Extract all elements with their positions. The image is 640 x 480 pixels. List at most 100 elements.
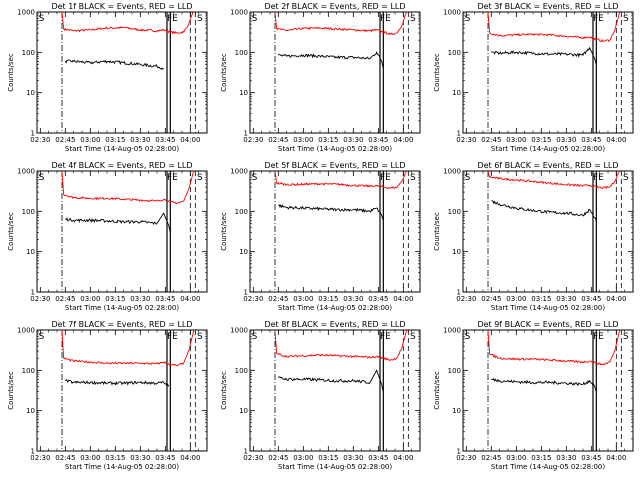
- x-tick-label: 03:00: [506, 136, 526, 144]
- x-tick-label: 03:30: [343, 295, 363, 303]
- events-series-line: [65, 212, 171, 233]
- lld-series-line: [487, 170, 621, 190]
- y-tick-label: 1: [244, 130, 248, 138]
- detector-panel: Det 7f BLACK = Events, RED = LLD 1 10 100 10…: [7, 320, 208, 471]
- x-tick-label: 02:30: [456, 295, 476, 303]
- plot-frame: [36, 11, 208, 134]
- y-tick-label: 10: [239, 407, 248, 415]
- detector-panel: Det 9f BLACK = Events, RED = LLD 1 10 100 10…: [433, 320, 634, 471]
- events-series-line: [278, 51, 384, 69]
- detector-panel: Det 4f BLACK = Events, RED = LLD 1 10 100 10…: [7, 161, 208, 312]
- x-tick-label: 02:30: [456, 454, 476, 462]
- event-marker-label: S: [410, 173, 416, 183]
- lld-series-line: [487, 329, 621, 366]
- panel-title: Det 7f BLACK = Events, RED = LLD: [51, 320, 192, 329]
- event-marker-label: S: [252, 173, 258, 183]
- y-tick-label: 1000: [443, 168, 461, 176]
- y-tick-label: 100: [22, 49, 35, 57]
- x-tick-label: 02:45: [268, 295, 288, 303]
- panel-title: Det 9f BLACK = Events, RED = LLD: [477, 320, 618, 329]
- x-tick-label: 04:00: [180, 454, 200, 462]
- x-tick-label: 02:45: [481, 136, 501, 144]
- y-tick-label: 100: [235, 208, 248, 216]
- x-axis-label: Start Time (14-Aug-05 02:28:00): [278, 463, 392, 471]
- events-series-line: [64, 378, 170, 388]
- x-tick-label: 03:00: [80, 454, 100, 462]
- x-tick-label: 03:30: [130, 454, 150, 462]
- y-tick-label: 1000: [17, 9, 35, 17]
- x-axis-label: Start Time (14-Aug-05 02:28:00): [491, 145, 605, 153]
- plot-frame: [36, 329, 208, 452]
- x-tick-label: 03:00: [80, 136, 100, 144]
- x-axis-label: Start Time (14-Aug-05 02:28:00): [491, 304, 605, 312]
- lld-series-line: [61, 329, 195, 367]
- y-tick-label: 1: [457, 130, 461, 138]
- events-series-line: [277, 369, 384, 392]
- y-tick-label: 100: [448, 49, 461, 57]
- x-tick-label: 03:00: [80, 295, 100, 303]
- y-tick-label: 100: [448, 208, 461, 216]
- y-axis-label: Counts/sec: [7, 212, 15, 251]
- x-tick-label: 02:45: [55, 295, 75, 303]
- detector-panel: Det 2f BLACK = Events, RED = LLD 1 10 100 10…: [220, 2, 421, 153]
- x-tick-label: 03:00: [293, 295, 313, 303]
- event-marker-label: S: [39, 173, 45, 183]
- detector-panel: Det 5f BLACK = Events, RED = LLD 1 10 100 10…: [220, 161, 421, 312]
- x-tick-label: 03:30: [556, 295, 576, 303]
- x-tick-label: 03:00: [506, 295, 526, 303]
- y-tick-label: 1000: [443, 9, 461, 17]
- x-tick-label: 04:00: [393, 136, 413, 144]
- panel-title: Det 1f BLACK = Events, RED = LLD: [51, 2, 192, 11]
- y-tick-label: 10: [239, 248, 248, 256]
- x-tick-label: 03:30: [343, 136, 363, 144]
- x-tick-label: 03:45: [368, 454, 388, 462]
- x-tick-label: 03:45: [581, 295, 601, 303]
- event-marker-label: FE: [593, 332, 604, 342]
- y-axis-label: Counts/sec: [220, 371, 228, 410]
- x-tick-label: 04:00: [180, 136, 200, 144]
- x-tick-label: 03:30: [343, 454, 363, 462]
- event-marker-label: FE: [167, 332, 178, 342]
- panel-title: Det 6f BLACK = Events, RED = LLD: [477, 161, 618, 170]
- x-tick-label: 03:15: [105, 295, 125, 303]
- event-marker-label: S: [465, 332, 471, 342]
- x-axis-label: Start Time (14-Aug-05 02:28:00): [278, 145, 392, 153]
- y-tick-label: 1: [244, 289, 248, 297]
- events-series-line: [64, 59, 165, 71]
- y-tick-label: 10: [26, 407, 35, 415]
- detector-panel: Det 6f BLACK = Events, RED = LLD 1 10 100 10…: [433, 161, 634, 312]
- y-tick-label: 1000: [230, 9, 248, 17]
- panel-title: Det 2f BLACK = Events, RED = LLD: [264, 2, 405, 11]
- x-tick-label: 03:00: [293, 454, 313, 462]
- x-tick-label: 03:15: [531, 136, 551, 144]
- x-tick-label: 04:00: [393, 454, 413, 462]
- lld-series-line: [274, 329, 408, 362]
- x-tick-label: 03:45: [368, 136, 388, 144]
- events-series-line: [491, 46, 597, 65]
- y-tick-label: 100: [22, 208, 35, 216]
- detector-panel: Det 3f BLACK = Events, RED = LLD 1 10 100 10…: [433, 2, 634, 153]
- y-tick-label: 1000: [443, 327, 461, 335]
- y-tick-label: 10: [26, 248, 35, 256]
- x-tick-label: 02:45: [268, 454, 288, 462]
- x-tick-label: 04:00: [393, 295, 413, 303]
- x-tick-label: 04:00: [606, 454, 626, 462]
- x-axis-label: Start Time (14-Aug-05 02:28:00): [65, 145, 179, 153]
- plot-frame: [462, 11, 634, 134]
- y-tick-label: 1000: [17, 168, 35, 176]
- event-marker-label: S: [197, 332, 203, 342]
- y-tick-label: 100: [235, 367, 248, 375]
- y-tick-label: 1: [457, 289, 461, 297]
- y-tick-label: 10: [452, 407, 461, 415]
- lld-series-line: [61, 170, 195, 205]
- plot-frame: [36, 170, 208, 293]
- event-marker-label: S: [410, 332, 416, 342]
- event-marker-label: S: [197, 173, 203, 183]
- x-tick-label: 03:45: [155, 454, 175, 462]
- x-axis-label: Start Time (14-Aug-05 02:28:00): [278, 304, 392, 312]
- x-tick-label: 03:15: [318, 136, 338, 144]
- event-marker-label: S: [623, 173, 629, 183]
- event-marker-label: S: [465, 14, 471, 24]
- x-tick-label: 03:30: [130, 136, 150, 144]
